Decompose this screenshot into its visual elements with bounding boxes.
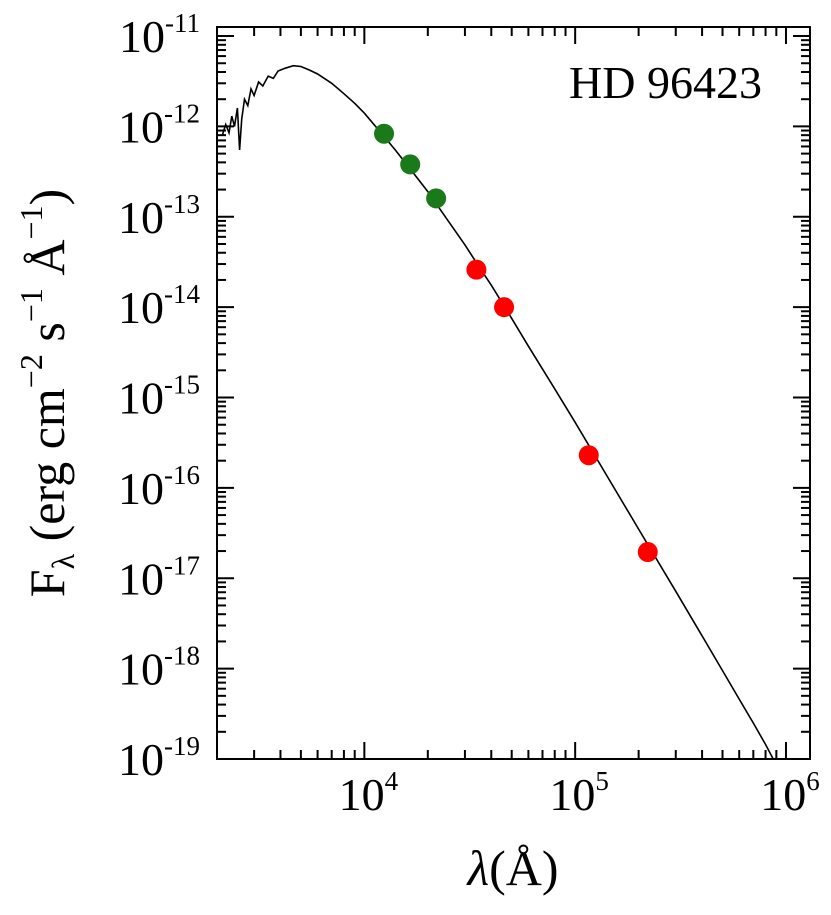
y-tick-label: 10-14: [118, 279, 200, 333]
y-tick-label: 10-17: [118, 550, 200, 604]
photometry-point: [466, 259, 487, 280]
y-tick-label: 10-18: [118, 641, 200, 695]
x-tick-label: 106: [760, 766, 820, 820]
source-annotation: HD 96423: [569, 57, 762, 108]
x-tick-labels: 104 105 106: [339, 766, 820, 820]
y-tick-label: 10-16: [118, 460, 200, 514]
y-tick-label: 10-11: [119, 8, 200, 62]
axis-ticks: [216, 27, 810, 760]
photometry-point: [400, 154, 421, 175]
photometry-point: [374, 123, 395, 144]
y-tick-label: 10-15: [118, 370, 200, 424]
photometry-point: [494, 297, 515, 318]
x-tick-label: 104: [339, 766, 399, 820]
series-layer: [221, 64, 774, 760]
y-tick-label: 10-19: [118, 731, 200, 785]
photometry-point: [426, 188, 447, 209]
y-axis-label: Fλ (erg cm−2 s−1 Å−1): [13, 189, 81, 597]
x-tick-label: 105: [549, 766, 609, 820]
photometry-point: [578, 445, 599, 466]
y-tick-label: 10-12: [118, 98, 200, 152]
photometry-point: [637, 542, 658, 563]
plot-frame: [216, 26, 811, 760]
y-tick-label: 10-13: [118, 189, 200, 243]
model-spectrum-line: [221, 64, 774, 760]
y-tick-labels: 10-11 10-12 10-13 10-14 10-15 10-16 10-17 10-18…: [118, 8, 200, 785]
x-axis-label: λ(Å): [465, 840, 558, 896]
